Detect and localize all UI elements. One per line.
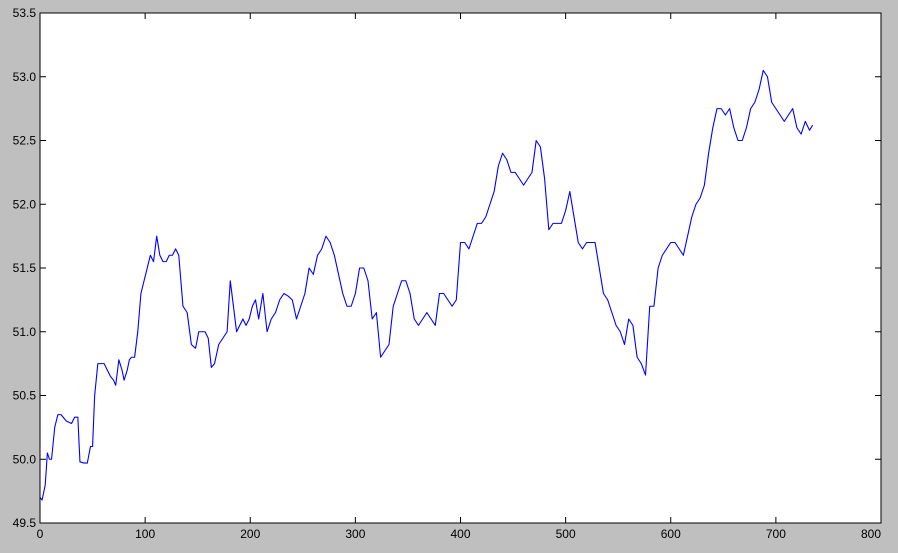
y-tick-label: 53.0 xyxy=(13,70,37,84)
x-tick-label: 300 xyxy=(345,527,365,541)
y-tick-label: 52.5 xyxy=(13,134,37,148)
y-tick-labels: 49.5 50.0 50.5 51.0 51.5 52.0 52.5 53.0 53.5 xyxy=(13,6,37,530)
plot-area xyxy=(40,13,881,523)
x-tick-label: 500 xyxy=(556,527,576,541)
plot-frame xyxy=(39,12,882,524)
x-tick-labels: 0 100 200 300 400 500 600 700 800 xyxy=(37,527,882,541)
x-tick-label: 200 xyxy=(240,527,260,541)
y-tick-label: 49.5 xyxy=(13,516,37,530)
y-tick-label: 50.5 xyxy=(13,389,37,403)
x-tick-label: 0 xyxy=(37,527,44,541)
x-tick-label: 800 xyxy=(861,527,881,541)
y-tick-label: 50.0 xyxy=(13,452,37,466)
x-tick-label: 100 xyxy=(135,527,155,541)
y-tick-label: 51.0 xyxy=(13,325,37,339)
x-tick-label: 600 xyxy=(661,527,681,541)
series-line xyxy=(39,69,814,501)
y-tick-label: 51.5 xyxy=(13,261,37,275)
y-tick-label: 52.0 xyxy=(13,197,37,211)
y-tick-label: 53.5 xyxy=(13,6,37,20)
x-tick-label: 700 xyxy=(766,527,786,541)
x-tick-label: 400 xyxy=(450,527,470,541)
